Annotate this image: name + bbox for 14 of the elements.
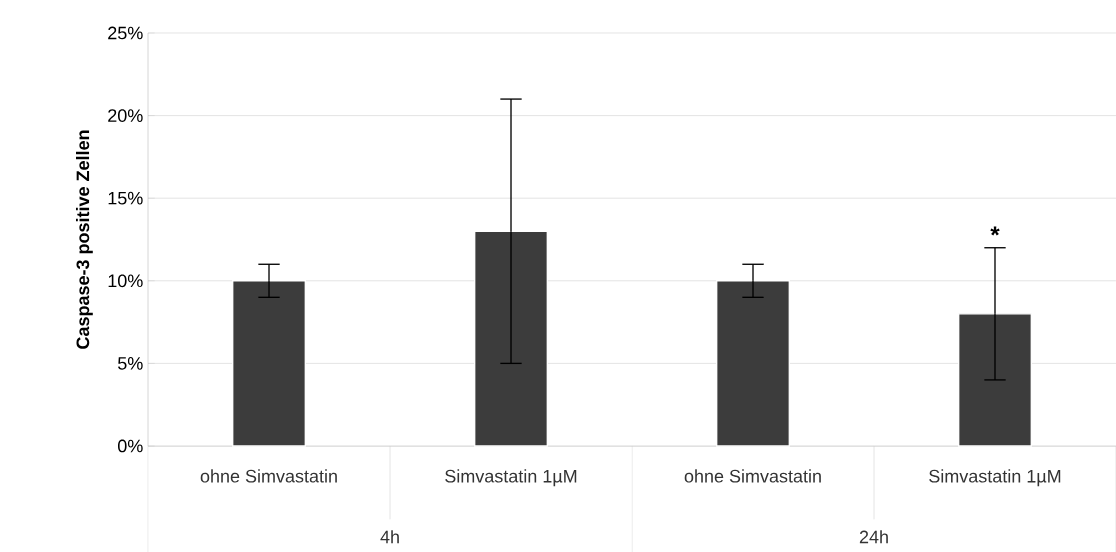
y-axis-title: Caspase-3 positive Zellen bbox=[76, 130, 93, 349]
annotation: * bbox=[990, 226, 1000, 236]
text: 24h bbox=[859, 530, 888, 544]
y-tick-label: 10% bbox=[108, 274, 143, 288]
x-tick-label: ohne Simvastatin bbox=[684, 469, 821, 483]
y-tick-label: 0% bbox=[118, 439, 143, 453]
y-tick-label: 5% bbox=[118, 357, 143, 370]
y-tick-label: 15% bbox=[108, 191, 143, 205]
y-tick-label: 20% bbox=[108, 109, 143, 122]
x-tick-label: Simvastatin 1µM bbox=[929, 469, 1061, 487]
x-tick-label: Simvastatin 1µM bbox=[445, 469, 577, 487]
y-tick-label: 25% bbox=[108, 26, 143, 40]
x-tick-label: ohne Simvastatin bbox=[200, 469, 337, 483]
text: 4h bbox=[380, 530, 399, 544]
